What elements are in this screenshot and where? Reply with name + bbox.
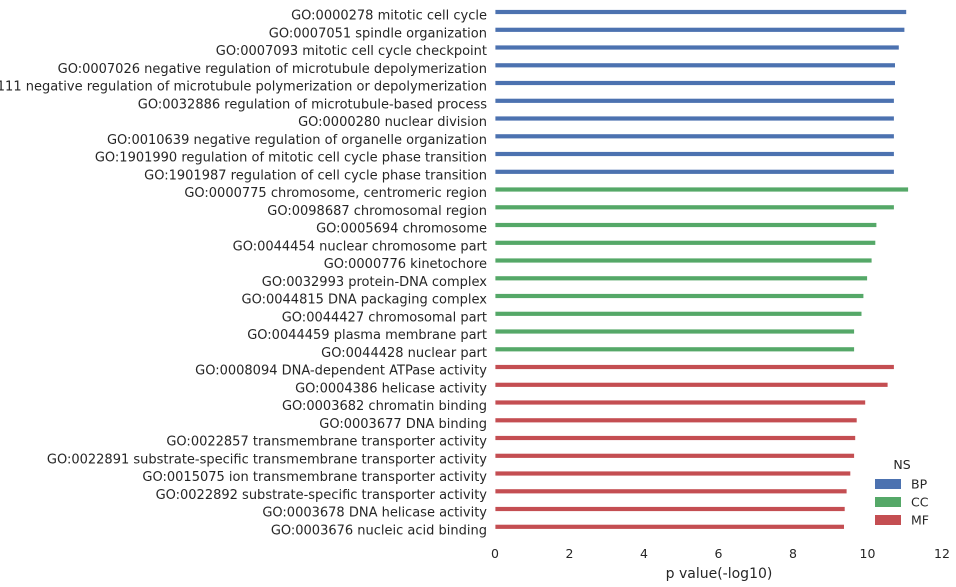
legend-label-bp: BP (911, 477, 928, 492)
bar-bp (494, 133, 895, 140)
bar-bp (494, 44, 900, 51)
category-label: GO:1901987 regulation of cell cycle phas… (144, 168, 487, 183)
category-label: GO:0015075 ion transmembrane transporter… (142, 470, 487, 485)
x-tick-label: 4 (640, 546, 648, 561)
bars-layer (494, 9, 909, 530)
bar-cc (494, 275, 868, 282)
category-label: GO:0007051 spindle organization (269, 26, 487, 41)
category-label: GO:0000278 mitotic cell cycle (291, 9, 487, 24)
category-label: GO:0044815 DNA packaging complex (242, 293, 488, 308)
category-label: GO:0007093 mitotic cell cycle checkpoint (216, 44, 487, 59)
bar-mf (494, 435, 857, 441)
category-label: GO:0032993 protein-DNA complex (262, 275, 488, 290)
bar-cc (494, 346, 855, 353)
bar-mf (494, 470, 852, 477)
bar-bp (494, 97, 895, 104)
bar-mf (494, 488, 848, 495)
legend-swatch-bp (875, 479, 901, 489)
bar-cc (494, 239, 877, 246)
category-label: GO:0008094 DNA-dependent ATPase activity (195, 364, 487, 379)
bar-mf (494, 417, 858, 424)
legend-label-cc: CC (911, 495, 929, 510)
x-tick-label: 10 (860, 546, 876, 561)
bar-bp (494, 168, 895, 175)
category-label: GO:0022891 substrate-specific transmembr… (47, 452, 487, 467)
x-tick-label: 6 (715, 546, 723, 561)
bar-mf (494, 506, 846, 512)
category-label: GO:0022857 transmembrane transporter act… (166, 435, 487, 450)
bar-cc (494, 186, 909, 193)
category-label: GO:0022892 substrate-specific transporte… (156, 488, 488, 503)
category-label: GO:0003678 DNA helicase activity (262, 506, 487, 521)
x-tick-label: 8 (789, 546, 797, 561)
legend-label-mf: MF (911, 513, 929, 528)
bar-mf (494, 399, 867, 406)
bar-cc (494, 328, 855, 335)
category-label: GO:0003682 chromatin binding (282, 399, 487, 414)
category-label: GO:0003676 nucleic acid binding (271, 523, 487, 538)
category-labels: GO:0000278 mitotic cell cycle GO:0007051 … (0, 9, 487, 539)
legend: NS BP CC MF (875, 457, 929, 528)
category-label: GO:0044427 chromosomal part (282, 310, 487, 325)
legend-title: NS (893, 457, 910, 472)
bar-bp (494, 151, 895, 157)
category-label: GO:0010639 negative regulation of organe… (107, 133, 487, 148)
bar-cc (494, 293, 865, 299)
bar-bp (494, 26, 906, 33)
bar-mf (494, 523, 845, 530)
category-label: GO:0000776 kinetochore (324, 257, 487, 272)
bar-mf (494, 364, 895, 370)
legend-items: BP CC MF (875, 477, 929, 528)
bar-mf (494, 452, 855, 459)
x-axis-title: p value(-log10) (666, 566, 773, 582)
category-label: GO:0031111 negative regulation of microt… (0, 80, 487, 95)
x-axis-ticks: 0 2 4 6 8 10 12 (491, 546, 950, 561)
legend-swatch-mf (875, 515, 901, 525)
x-tick-label: 2 (566, 546, 574, 561)
category-label: GO:0098687 chromosomal region (267, 204, 487, 219)
category-label: GO:0044428 nuclear part (321, 346, 487, 361)
bar-cc (494, 204, 895, 211)
category-label: GO:0044459 plasma membrane part (247, 328, 487, 343)
category-label: GO:0000280 nuclear division (298, 115, 487, 130)
x-tick-label: 12 (934, 546, 950, 561)
bar-cc (494, 257, 873, 264)
bar-bp (494, 115, 895, 122)
category-label: GO:0004386 helicase activity (295, 381, 487, 396)
category-label: GO:0005694 chromosome (316, 222, 487, 237)
bar-mf (494, 381, 889, 388)
category-label: GO:0044454 nuclear chromosome part (233, 239, 487, 254)
category-label: GO:0003677 DNA binding (319, 417, 487, 432)
legend-swatch-cc (875, 497, 901, 507)
bar-bp (494, 80, 896, 86)
bar-bp (494, 9, 908, 15)
category-label: GO:0032886 regulation of microtubule-bas… (138, 97, 487, 112)
category-label: GO:1901990 regulation of mitotic cell cy… (95, 151, 487, 166)
bar-cc (494, 222, 878, 228)
category-label: GO:0007026 negative regulation of microt… (58, 62, 487, 77)
bar-bp (494, 62, 896, 69)
x-tick-label: 0 (491, 546, 499, 561)
bar-cc (494, 310, 863, 317)
category-label: GO:0000775 chromosome, centromeric regio… (184, 186, 487, 201)
